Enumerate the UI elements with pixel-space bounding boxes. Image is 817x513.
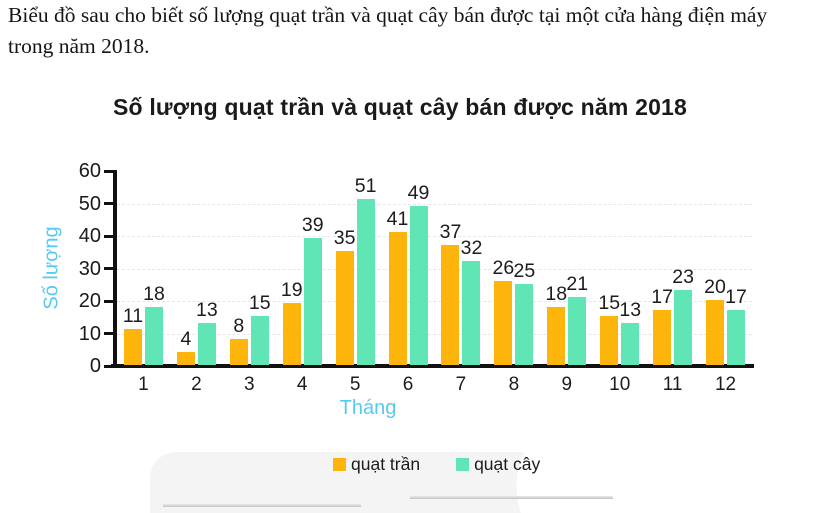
bar-value-quat-tran-thang-12: 20	[704, 276, 726, 298]
y-tick-10	[104, 332, 113, 335]
chart-legend: quạt trần quạt cây	[333, 454, 540, 475]
bar-quat-tran-thang-8	[494, 280, 513, 365]
y-axis-line	[113, 170, 117, 368]
gridline-10	[117, 333, 752, 335]
bar-quat-cay-thang-11	[674, 290, 693, 365]
x-tick-label-thang-2: 2	[191, 374, 202, 395]
bar-quat-tran-thang-12	[706, 300, 725, 365]
bar-quat-tran-thang-7	[441, 244, 460, 365]
y-tick-label-50: 50	[78, 192, 101, 215]
bar-value-quat-cay-thang-1: 18	[143, 282, 165, 305]
bar-value-quat-cay-thang-9: 21	[566, 272, 589, 295]
legend-label-quat-tran: quạt trần	[351, 454, 421, 474]
x-tick-label-thang-6: 6	[402, 374, 414, 395]
bar-quat-tran-thang-9	[547, 306, 566, 365]
bar-quat-tran-thang-1	[123, 329, 142, 365]
y-tick-label-30: 30	[78, 257, 101, 280]
x-tick-label-thang-10: 10	[609, 374, 631, 395]
answer-rule-line	[163, 504, 361, 507]
y-tick-60	[104, 169, 113, 173]
bar-value-quat-cay-thang-7: 32	[460, 237, 483, 259]
bar-value-quat-tran-thang-6: 41	[386, 207, 409, 230]
x-axis-line	[111, 364, 754, 368]
x-tick-label-thang-4: 4	[296, 374, 308, 395]
bar-value-quat-cay-thang-11: 23	[672, 266, 694, 289]
bar-quat-tran-thang-10	[600, 316, 619, 365]
bar-quat-tran-thang-11	[653, 309, 672, 365]
bar-quat-tran-thang-4	[282, 303, 301, 365]
bar-quat-cay-thang-1	[144, 306, 163, 365]
bar-quat-cay-thang-9	[568, 296, 587, 365]
gridline-20	[117, 301, 752, 302]
bar-value-quat-cay-thang-2: 13	[196, 298, 218, 321]
scan-artifact-panel	[150, 452, 628, 513]
bar-quat-cay-thang-10	[621, 322, 640, 365]
gridline-50	[117, 203, 752, 205]
bar-value-quat-tran-thang-5: 35	[333, 227, 356, 250]
bar-value-quat-cay-thang-12: 17	[725, 285, 747, 308]
bar-value-quat-tran-thang-4: 19	[280, 279, 303, 302]
y-tick-40	[104, 234, 113, 238]
legend-swatch-quat-tran	[333, 458, 346, 471]
chart-title: Số lượng quạt trần và quạt cây bán được …	[112, 94, 688, 120]
y-tick-50	[104, 202, 113, 205]
x-tick-label-thang-9: 9	[561, 374, 573, 395]
legend-item-quat-cay: quạt cây	[456, 454, 540, 475]
bar-value-quat-tran-thang-2: 4	[180, 328, 192, 350]
y-tick-0	[104, 364, 113, 368]
answer-rule-line	[410, 496, 613, 499]
bar-value-quat-cay-thang-8: 25	[513, 259, 536, 282]
bar-value-quat-tran-thang-10: 15	[598, 292, 621, 315]
legend-item-quat-tran: quạt trần	[333, 454, 420, 475]
bar-value-quat-cay-thang-3: 15	[248, 292, 271, 315]
x-tick-label-thang-7: 7	[455, 374, 467, 395]
bar-value-quat-tran-thang-9: 18	[545, 282, 568, 305]
bar-quat-tran-thang-6	[388, 231, 407, 365]
bar-value-quat-tran-thang-1: 11	[122, 305, 144, 328]
bar-quat-cay-thang-6	[409, 205, 428, 365]
x-tick-label-thang-3: 3	[243, 374, 255, 395]
bar-quat-cay-thang-2	[197, 322, 216, 365]
bar-value-quat-tran-thang-11: 17	[651, 285, 673, 308]
y-tick-30	[104, 267, 113, 270]
bar-value-quat-cay-thang-10: 13	[619, 298, 642, 321]
y-tick-label-40: 40	[78, 225, 101, 247]
x-tick-label-thang-8: 8	[508, 374, 520, 395]
x-tick-label-thang-5: 5	[349, 374, 361, 395]
legend-swatch-quat-cay	[456, 458, 470, 471]
y-tick-label-20: 20	[78, 290, 101, 312]
bar-quat-tran-thang-5	[335, 251, 354, 365]
y-tick-label-60: 60	[78, 160, 101, 182]
x-tick-label-thang-11: 11	[662, 374, 683, 395]
y-tick-label-0: 0	[89, 355, 101, 377]
bar-value-quat-cay-thang-6: 49	[407, 181, 430, 204]
bar-value-quat-cay-thang-5: 51	[354, 175, 377, 198]
bar-quat-cay-thang-3	[250, 316, 269, 365]
bar-quat-cay-thang-5	[356, 199, 375, 365]
bar-quat-cay-thang-7	[462, 261, 481, 365]
gridline-40	[117, 236, 752, 237]
bar-quat-cay-thang-4	[303, 238, 322, 365]
intro-text: Biểu đồ sau cho biết số lượng quạt trần …	[8, 3, 768, 58]
y-tick-20	[104, 299, 113, 303]
gridline-30	[117, 268, 752, 270]
x-tick-label-thang-1: 1	[138, 374, 149, 395]
bar-quat-cay-thang-8	[515, 283, 534, 365]
x-tick-label-thang-12: 12	[714, 374, 737, 395]
bar-quat-tran-thang-3	[229, 339, 248, 365]
bar-value-quat-tran-thang-7: 37	[439, 220, 462, 243]
bar-value-quat-tran-thang-3: 8	[233, 315, 245, 337]
legend-label-quat-cay: quạt cây	[474, 454, 541, 474]
x-axis-title: Tháng	[339, 397, 397, 419]
bar-quat-tran-thang-2	[176, 352, 195, 365]
bar-value-quat-cay-thang-4: 39	[301, 214, 324, 237]
y-tick-label-10: 10	[78, 322, 101, 345]
y-axis-title: Số lượng	[40, 226, 63, 310]
bar-value-quat-tran-thang-8: 26	[492, 256, 515, 279]
bar-quat-cay-thang-12	[727, 309, 746, 365]
